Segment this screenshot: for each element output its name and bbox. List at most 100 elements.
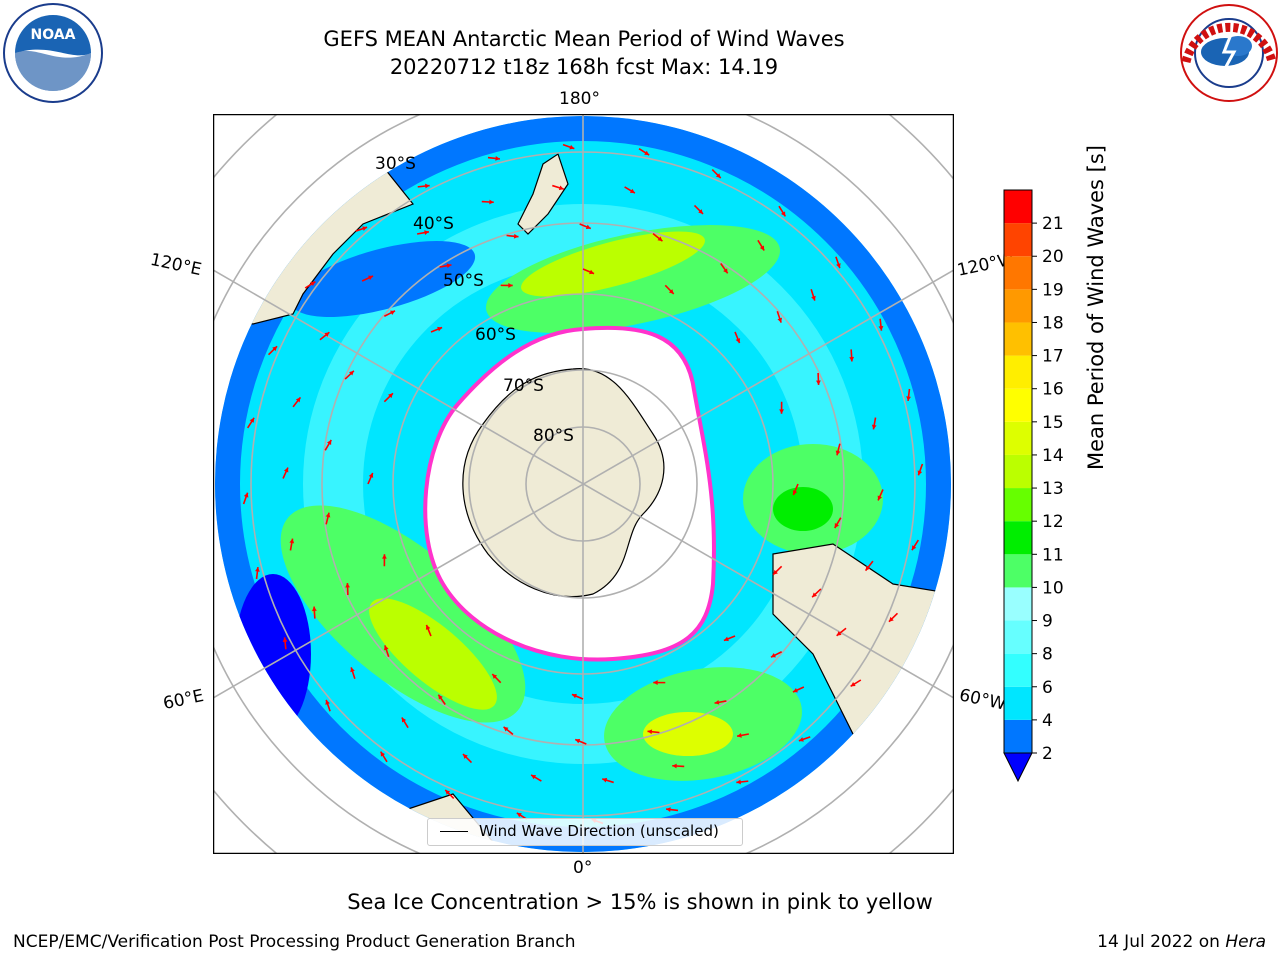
wave-arrow-head [792,490,798,496]
wave-arrow-head [350,667,355,673]
colorbar-bin [1004,686,1032,720]
colorbar-tick-label: 14 [1042,446,1064,466]
colorbar-bins [1003,189,1033,783]
wave-arrow-head [698,209,704,214]
wave-arrow-head [666,807,671,812]
wave-arrow-head [792,687,798,693]
wave-arrow-head [437,326,443,332]
wave-arrow-head [850,681,856,687]
wave-arrow-head [723,636,729,642]
wave-arrow-head [325,512,331,518]
graticule [213,114,954,854]
wave-arrow-head [770,653,776,658]
wave-arrow-head [495,156,500,161]
colorbar-bin [1004,488,1032,522]
wave-arrow-head [871,424,877,430]
wave-arrow-head [569,144,575,150]
wave-core-west [369,598,497,710]
new-zealand [517,153,569,235]
colorbar-tick-label: 13 [1042,479,1064,499]
wave-arrow-head [812,592,817,598]
wave-arrow-head [489,199,494,205]
colorbar-ticks: 2 4 6 8 9 10 11 12 13 14 15 16 17 18 19 20 21 [1032,214,1064,764]
wave-arrow-head [647,729,653,735]
wave-arrow-head [811,295,816,301]
sea-ice-note: Sea Ice Concentration > 15% is shown in … [347,890,933,914]
colorbar-tick-label: 12 [1042,512,1064,532]
colorbar-tick-label: 19 [1042,280,1064,300]
wave-arrow-head [349,370,354,376]
map-frame [213,114,954,854]
wave-arrow-head [424,230,429,235]
wave-arrow-head [383,645,389,651]
colorbar-tick-label: 2 [1042,744,1053,764]
wave-direction-arrows [242,143,924,825]
colorbar-bin [1004,256,1032,290]
lat-label-60s: 60°S [475,325,516,345]
wave-arrow-head [282,637,288,642]
wave-arrow-head [759,245,765,251]
lon-label-60e: 60°E [161,685,206,715]
chart-title: GEFS MEAN Antarctic Mean Period of Wind … [323,27,845,51]
wave-arrow-head [736,779,741,785]
wave-arrow-head [723,268,728,274]
wave-arrow-head [737,733,742,738]
wave-arrow-head [735,338,741,344]
wave-arrow-head [446,263,452,269]
colorbar-bin [1004,388,1032,422]
footer-date-text: 14 Jul 2022 on [1097,932,1220,952]
wave-arrow-head [388,393,393,399]
wave-arrow-head [425,183,430,189]
wave-arrow-head [589,269,595,275]
wave-arrow-head [836,631,842,636]
polar-map[interactable]: 30°S 40°S 50°S 60°S 70°S 80°S [213,114,954,854]
colorbar-bin [1004,190,1032,224]
lon-label-0: 0° [573,858,593,878]
legend-label: Wind Wave Direction (unscaled) [479,822,719,840]
colorbar-tick-label: 6 [1042,678,1053,698]
wave-arrow-head [249,417,255,423]
wave-arrow-head [503,726,509,732]
colorbar-bin [1004,554,1032,588]
colorbar-tick-label: 11 [1042,545,1064,565]
lat-label-50s: 50°S [443,271,484,291]
wave-arrow-head [653,680,658,685]
noaa-logo: NOAA [3,3,103,103]
wave-arrow-head [438,694,443,700]
wave-arrow-head [325,699,330,705]
wave-arrow-head [780,211,786,217]
colorbar-tick-label: 16 [1042,380,1064,400]
footer-date: 14 Jul 2022 on Hera [1097,932,1266,952]
wave-arrow-head [644,150,650,156]
wave-core-east [773,487,833,531]
colorbar-bin [1004,653,1032,687]
colorbar-label: Mean Period of Wind Waves [s] [1084,145,1108,470]
wave-arrow-head [255,567,260,572]
wave-arrow-head [715,173,721,179]
wave-arrow-head [657,236,663,242]
colorbar-tick-label: 17 [1042,347,1064,367]
wave-arrow-head [798,737,804,742]
wave-arrow-head [311,606,317,612]
wave-arrow-head [836,263,841,269]
wave-arrow-head [911,545,917,551]
colorbar-bin [1004,355,1032,389]
colorbar-tick-label: 4 [1042,711,1053,731]
wave-arrow-head [779,409,784,414]
lon-label-180: 180° [559,89,600,109]
colorbar: 2 4 6 8 9 10 11 12 13 14 15 16 17 18 19 20 21 [1003,189,1064,783]
colorbar-bin [1004,322,1032,356]
wave-arrow-head [289,538,295,544]
wave-arrow-head [272,346,278,352]
wave-arrow-head [575,738,581,744]
wave-core-north [521,231,705,297]
wave-arrow-head [516,812,522,818]
wave-arrow-head [508,283,513,288]
wave-arrow-head [310,281,316,287]
wave-arrow-head [865,565,871,571]
wave-arrow-head [324,332,330,337]
wave-arrow-head [849,356,855,362]
colorbar-bin [1004,223,1032,257]
colorbar-bin [1004,587,1032,621]
colorbar-bin [1004,521,1032,555]
